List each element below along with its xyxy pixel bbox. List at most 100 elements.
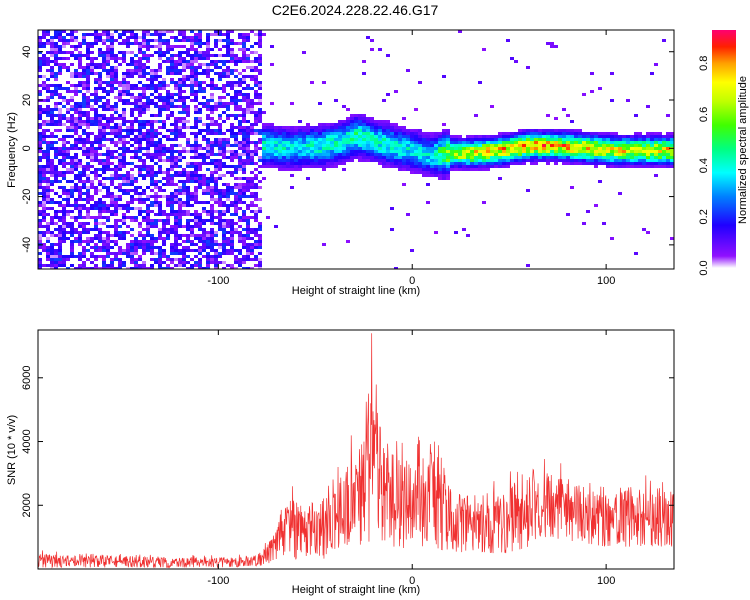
spectrogram-cell <box>46 84 50 87</box>
spectrogram-cell <box>242 99 246 102</box>
spectrogram-cell <box>154 78 158 81</box>
spectrogram-cell <box>42 195 46 198</box>
spectrogram-cell <box>86 165 90 168</box>
spectrogram-cell <box>638 150 642 153</box>
spectrogram-cell <box>70 72 74 75</box>
spectrogram-cell <box>62 99 66 102</box>
spectrogram-cell <box>206 201 210 204</box>
spectrogram-cell <box>370 39 374 42</box>
spectrogram-cell <box>74 87 78 90</box>
spectrogram-cell <box>38 168 42 171</box>
spectrogram-cell <box>138 72 142 75</box>
spectrogram-cell <box>138 258 142 261</box>
spectrogram-cell <box>662 144 666 147</box>
spectrogram-cell <box>174 69 178 72</box>
spectrogram-cell <box>222 72 226 75</box>
spectrogram-cell <box>166 231 170 234</box>
spectrogram-cell <box>206 156 210 159</box>
spectrogram-cell <box>138 198 142 201</box>
spectrogram-cell <box>154 147 158 150</box>
spectrogram-cell <box>134 108 138 111</box>
spectrogram-cell <box>278 150 282 153</box>
spectrogram-cell <box>282 129 286 132</box>
spectrogram-cell <box>210 213 214 216</box>
spectrogram-cell <box>122 264 126 267</box>
spectrogram-cell <box>234 177 238 180</box>
spectrogram-cell <box>454 162 458 165</box>
spectrogram-cell <box>322 132 326 135</box>
spectrogram-cell <box>130 246 134 249</box>
spectrogram-cell <box>614 162 618 165</box>
spectrogram-cell <box>166 72 170 75</box>
spectrogram-cell <box>158 207 162 210</box>
spectrogram-cell <box>642 162 646 165</box>
spectrogram-cell <box>142 252 146 255</box>
spectrogram-cell <box>334 132 338 135</box>
spectrogram-cell <box>326 123 330 126</box>
spectrogram-cell <box>438 162 442 165</box>
spectrogram-cell <box>142 96 146 99</box>
spectrogram-cell <box>238 168 242 171</box>
spectrogram-cell <box>138 207 142 210</box>
spectrogram-cell <box>62 207 66 210</box>
spectrogram-cell <box>46 96 50 99</box>
spectrogram-cell <box>302 156 306 159</box>
spectrogram-cell <box>102 69 106 72</box>
spectrogram-cell <box>558 147 562 150</box>
spectrogram-cell <box>138 99 142 102</box>
spectrogram-cell <box>182 132 186 135</box>
spectrogram-cell <box>190 36 194 39</box>
spectrogram-cell <box>122 216 126 219</box>
spectrogram-cell <box>234 57 238 60</box>
spectrogram-cell <box>86 72 90 75</box>
spectrogram-cell <box>226 150 230 153</box>
spectrogram-cell <box>374 135 378 138</box>
spectrogram-cell <box>434 168 438 171</box>
spectrogram-cell <box>110 39 114 42</box>
spectrogram-cell <box>178 87 182 90</box>
spectrogram-cell <box>106 168 110 171</box>
spectrogram-cell <box>206 63 210 66</box>
spectrogram-cell <box>458 30 462 33</box>
spectrogram-cell <box>118 264 122 267</box>
spectrogram-cell <box>350 117 354 120</box>
spectrogram-cell <box>370 126 374 129</box>
spectrogram-cell <box>218 87 222 90</box>
spectrogram-cell <box>374 159 378 162</box>
spectrogram-cell <box>114 102 118 105</box>
spectrogram-cell <box>454 153 458 156</box>
spectrogram-cell <box>458 138 462 141</box>
spectrogram-cell <box>238 105 242 108</box>
spectrogram-cell <box>478 165 482 168</box>
spectrogram-cell <box>566 150 570 153</box>
spectrogram-cell <box>230 264 234 267</box>
spectrogram-cell <box>134 243 138 246</box>
spectrogram-cell <box>38 51 42 54</box>
spectrogram-cell <box>522 150 526 153</box>
spectrogram-cell <box>434 150 438 153</box>
spectrogram-cell <box>246 135 250 138</box>
spectrogram-cell <box>378 147 382 150</box>
spectrogram-cell <box>158 165 162 168</box>
spectrogram-cell <box>562 138 566 141</box>
spectrogram-cell <box>222 231 226 234</box>
spectrogram-cell <box>78 114 82 117</box>
spectrogram-cell <box>138 240 142 243</box>
spectrogram-cell <box>602 156 606 159</box>
spectrogram-cell <box>454 150 458 153</box>
spectrogram-cell <box>254 219 258 222</box>
spectrogram-cell <box>38 36 42 39</box>
spectrogram-cell <box>178 81 182 84</box>
spectrogram-cell <box>102 39 106 42</box>
spectrogram-cell <box>202 255 206 258</box>
spectrogram-cell <box>254 240 258 243</box>
spectrogram-cell <box>166 219 170 222</box>
spectrogram-cell <box>54 234 58 237</box>
spectrogram-cell <box>134 96 138 99</box>
spectrogram-cell <box>138 165 142 168</box>
spectrogram-cell <box>110 141 114 144</box>
spectrogram-cell <box>550 42 554 45</box>
spectrogram-cell <box>102 126 106 129</box>
spectrogram-cell <box>74 48 78 51</box>
spectrogram-cell <box>134 177 138 180</box>
